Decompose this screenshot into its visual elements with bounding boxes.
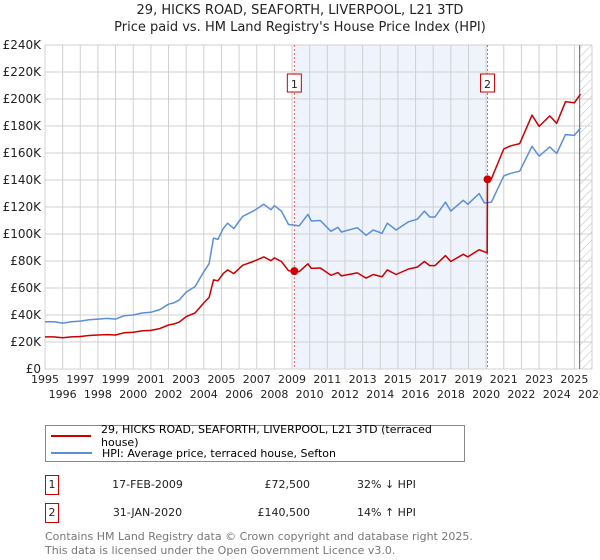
x-tick-label: 2008 — [260, 388, 288, 401]
footer-copyright: Contains HM Land Registry data © Crown c… — [45, 530, 473, 543]
x-tick-label: 2019 — [454, 373, 482, 386]
sale-date: 31-JAN-2020 — [112, 506, 183, 519]
x-tick-label: 2022 — [507, 388, 535, 401]
y-tick-label: £20K — [10, 335, 42, 349]
chart-title: 29, HICKS ROAD, SEAFORTH, LIVERPOOL, L21… — [136, 3, 464, 18]
sale-hpi-diff: 32% ↓ HPI — [357, 478, 416, 491]
x-tick-label: 2020 — [472, 388, 500, 401]
y-tick-label: £60K — [10, 281, 42, 295]
legend-item-price: 29, HICKS ROAD, SEAFORTH, LIVERPOOL, L21… — [46, 423, 464, 449]
sale-marker-box — [480, 73, 496, 93]
x-tick-label: 1999 — [102, 373, 130, 386]
y-tick-label: £100K — [3, 227, 43, 241]
x-tick-label: 1998 — [84, 388, 112, 401]
legend-item-hpi: HPI: Average price, terraced house, Seft… — [46, 445, 336, 461]
x-tick-label: 2015 — [384, 373, 412, 386]
x-tick-label: 2000 — [119, 388, 147, 401]
sale-point — [290, 267, 299, 276]
x-tick-label: 2011 — [313, 373, 341, 386]
x-tick-label: 2014 — [366, 388, 394, 401]
sale-date: 17-FEB-2009 — [112, 478, 183, 491]
x-tick-label: 2013 — [349, 373, 377, 386]
sale-marker-box — [286, 73, 302, 93]
x-tick-label: 2016 — [402, 388, 430, 401]
x-tick-label: 1997 — [66, 373, 94, 386]
legend-label: HPI: Average price, terraced house, Seft… — [102, 446, 336, 460]
sale-price: £140,500 — [257, 506, 311, 519]
y-tick-label: £240K — [3, 38, 43, 52]
x-tick-label: 2024 — [543, 388, 571, 401]
x-tick-label: 2003 — [172, 373, 200, 386]
x-tick-label: 2001 — [137, 373, 165, 386]
legend-label: 29, HICKS ROAD, SEAFORTH, LIVERPOOL, L21… — [101, 423, 432, 449]
y-tick-label: £180K — [3, 119, 43, 133]
x-tick-label: 2004 — [190, 388, 218, 401]
sale-price: £72,500 — [264, 478, 311, 491]
legend: 29, HICKS ROAD, SEAFORTH, LIVERPOOL, L21… — [45, 423, 465, 462]
sale-number-badge: 1 — [45, 475, 59, 495]
x-tick-label: 2010 — [296, 388, 324, 401]
legend-blue-line-icon — [51, 452, 92, 454]
y-tick-label: £120K — [3, 200, 43, 214]
price-paid-line — [45, 93, 582, 339]
sale-number-badge: 2 — [45, 503, 59, 523]
y-tick-label: £0 — [26, 362, 41, 376]
sale-marker-label: 2 — [484, 78, 491, 91]
x-tick-label: 2002 — [155, 388, 183, 401]
sale-point — [483, 175, 492, 184]
sale-hpi-diff: 14% ↑ HPI — [357, 506, 416, 519]
x-tick-label: 2025 — [560, 373, 588, 386]
x-tick-label: 2018 — [437, 388, 465, 401]
footer-licence: This data is licensed under the Open Gov… — [45, 544, 396, 557]
x-tick-label: 2007 — [243, 373, 271, 386]
x-tick-label: 2017 — [419, 373, 447, 386]
x-tick-label: 2026 — [578, 388, 600, 401]
x-tick-label: 2006 — [225, 388, 253, 401]
x-tick-label: 2005 — [207, 373, 235, 386]
y-tick-label: £220K — [3, 65, 43, 79]
x-tick-label: 1995 — [31, 373, 59, 386]
hpi-line — [45, 127, 582, 324]
x-tick-label: 2021 — [490, 373, 518, 386]
legend-red-line-icon — [51, 435, 92, 437]
y-tick-label: £80K — [10, 254, 42, 268]
y-tick-label: £140K — [3, 173, 43, 187]
y-tick-label: £40K — [10, 308, 42, 322]
y-tick-label: £160K — [3, 146, 43, 160]
x-tick-label: 1996 — [49, 388, 77, 401]
x-tick-label: 2009 — [278, 373, 306, 386]
x-tick-label: 2023 — [525, 373, 553, 386]
y-tick-label: £200K — [3, 92, 43, 106]
plot-area: 1995 1996 1997 1998 1999 2000 2001 2002 2003 2004… — [3, 38, 600, 401]
sale-marker-label: 1 — [291, 78, 298, 91]
chart-subtitle: Price paid vs. HM Land Registry's House … — [114, 20, 486, 35]
x-tick-label: 2012 — [331, 388, 359, 401]
